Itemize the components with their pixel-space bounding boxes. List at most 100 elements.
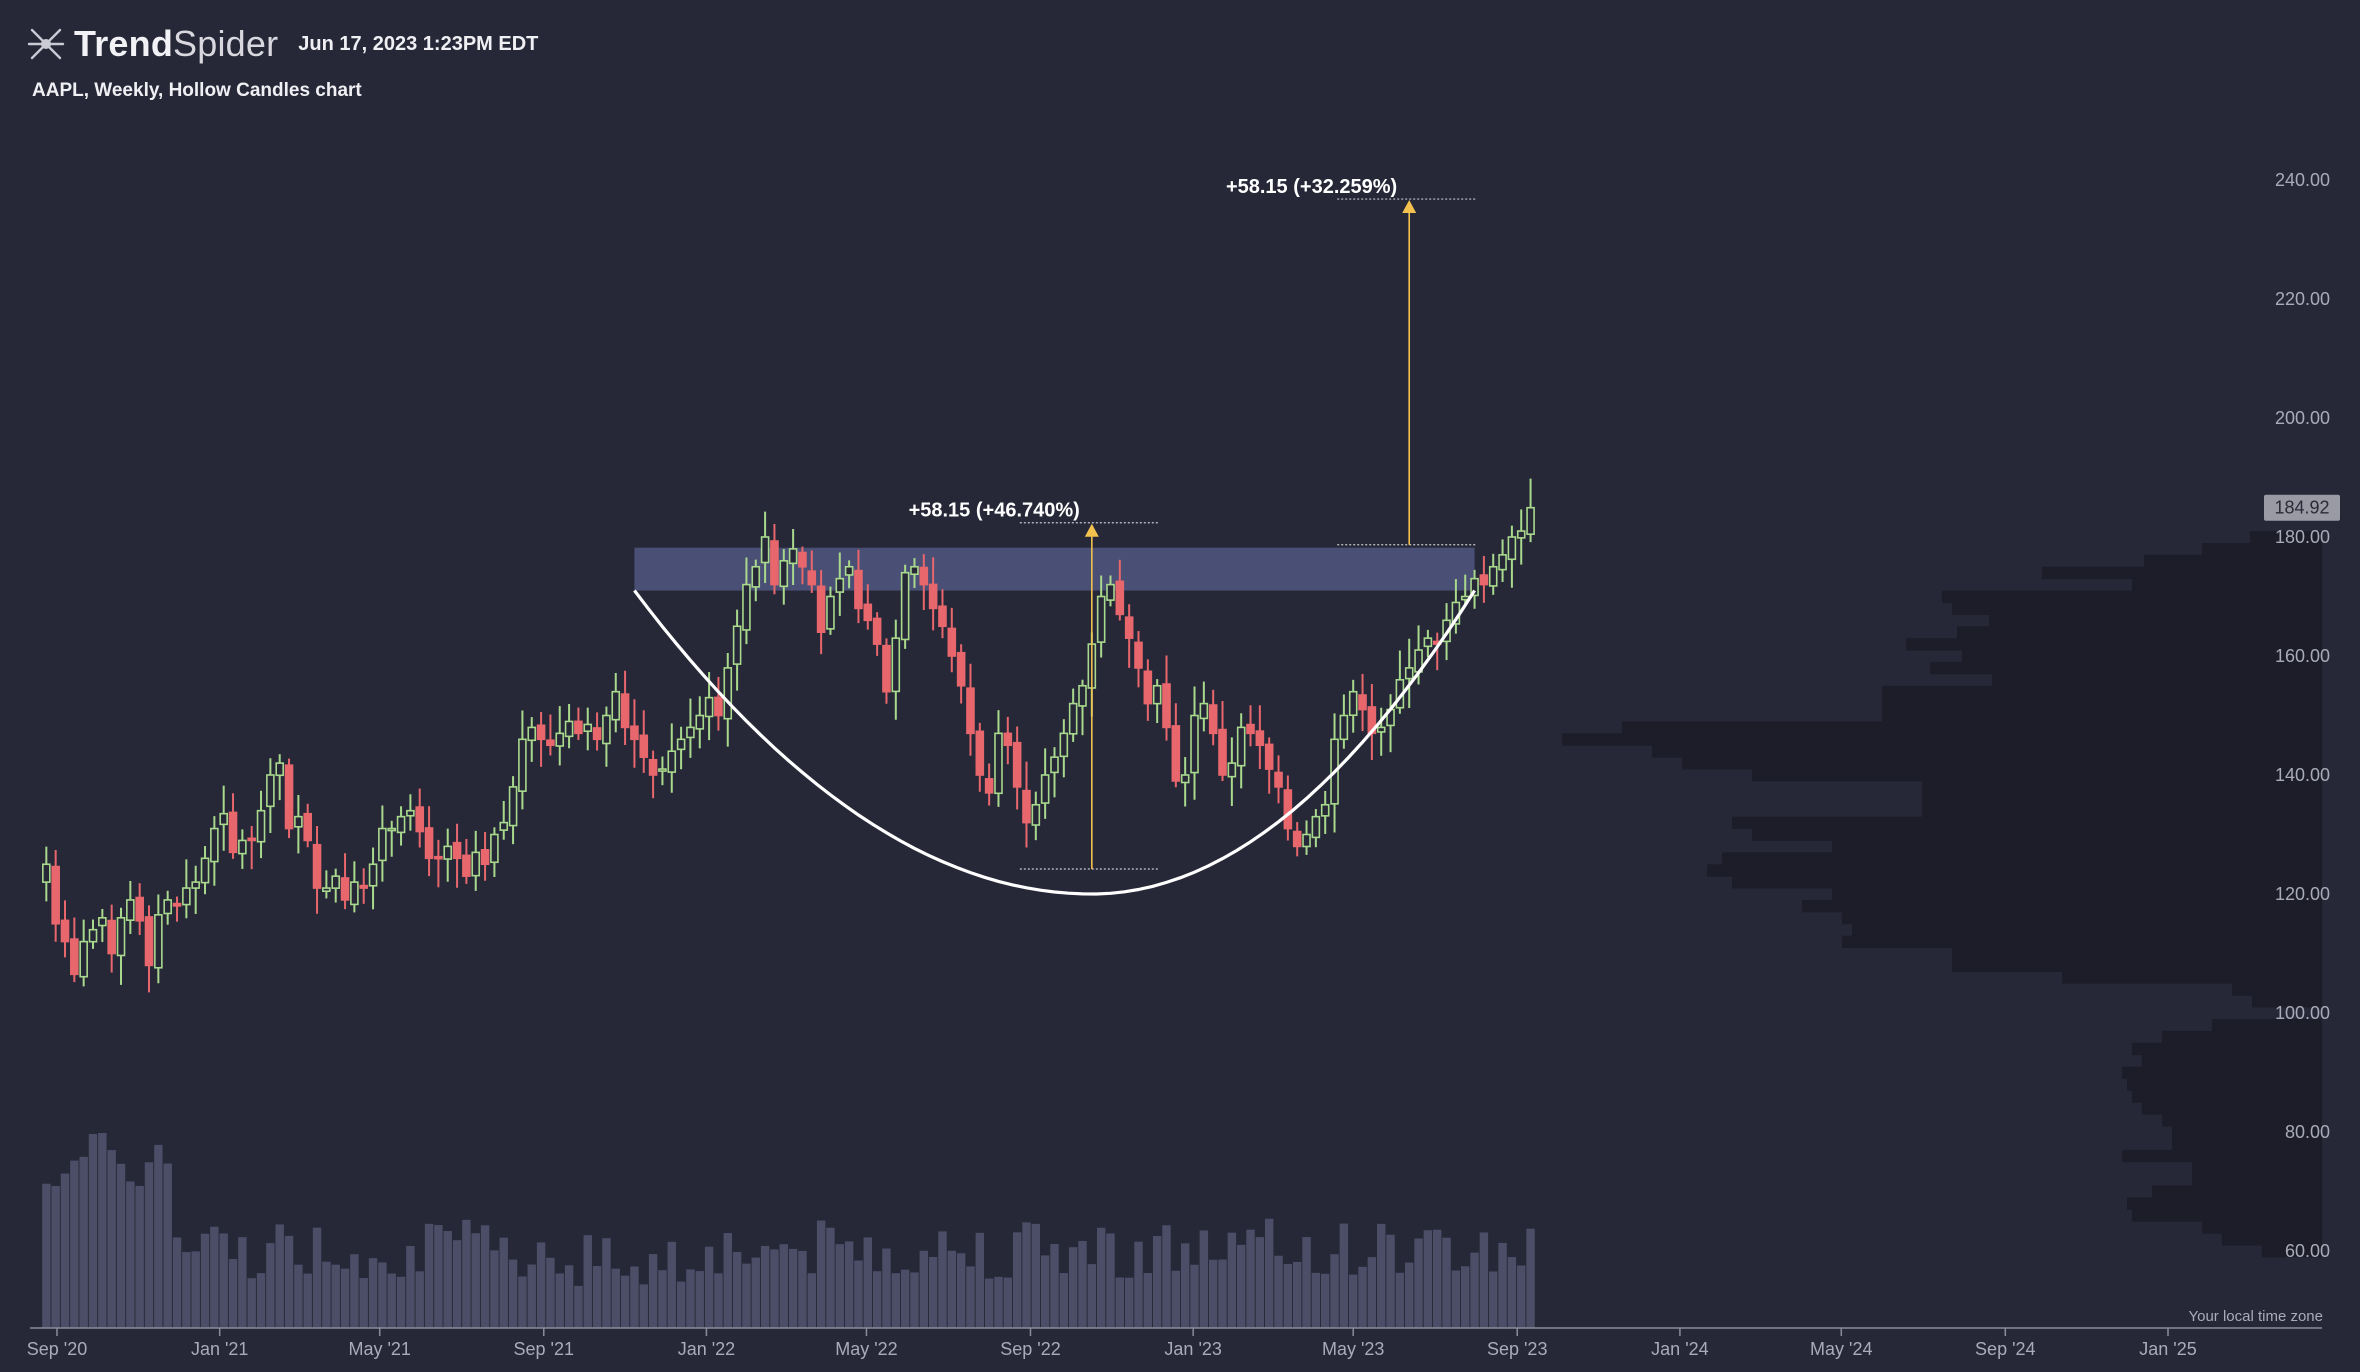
candle-body (956, 651, 966, 687)
y-tick-label: 240.00 (2275, 170, 2330, 190)
candle-body (163, 899, 172, 915)
candle (714, 676, 723, 731)
candle (294, 794, 303, 854)
x-tick-label: Jan '23 (1164, 1339, 1221, 1359)
candle (1236, 713, 1246, 789)
candle (219, 785, 228, 851)
volume-bar (508, 1259, 518, 1328)
volume-profile-bar (2192, 1161, 2322, 1175)
volume-profile-bar (1882, 709, 2322, 722)
volume-profile-bar (2042, 566, 2322, 580)
volume-profile-bar (1952, 947, 2322, 960)
x-tick-label: Sep '20 (27, 1339, 88, 1359)
candle-body (1264, 743, 1274, 770)
candle (1339, 694, 1349, 749)
candle (639, 710, 649, 773)
volume-bar (938, 1231, 947, 1328)
candle-body (350, 881, 359, 906)
volume-bar (480, 1225, 490, 1328)
candle (1479, 555, 1489, 603)
candle (415, 788, 425, 848)
candle-body (303, 812, 313, 842)
candle-body (415, 806, 425, 833)
candle-body (490, 833, 499, 864)
volume-bar (1526, 1228, 1535, 1328)
candle (966, 663, 975, 756)
candle-body (471, 851, 481, 877)
candle (536, 712, 546, 767)
candle-body (1311, 815, 1321, 839)
candle-body (275, 762, 285, 777)
candle-body (546, 739, 555, 747)
volume-bar (564, 1265, 574, 1328)
brand-name[interactable]: TrendSpider (74, 23, 278, 65)
volume-bar (695, 1271, 704, 1328)
candle-body (107, 919, 116, 955)
candle (695, 696, 705, 749)
candle-body (611, 690, 621, 721)
candle-body (1068, 702, 1078, 735)
volume-bar (1040, 1255, 1050, 1328)
measurement-label: +58.15 (+46.740%) (909, 500, 1080, 522)
candle-body (667, 750, 677, 773)
volume-bar (1292, 1261, 1302, 1328)
candle (182, 859, 191, 919)
candle (98, 908, 107, 943)
volume-profile-bar (2262, 1245, 2322, 1258)
candle-body (835, 577, 845, 593)
candle (574, 707, 583, 740)
candle (835, 552, 845, 616)
candle (947, 607, 957, 673)
volume-profile-bar (1682, 757, 2322, 770)
volume-bar (322, 1261, 331, 1328)
volume-bar (947, 1250, 957, 1328)
volume-bar (471, 1233, 480, 1328)
volume-bar (994, 1276, 1003, 1328)
candle-body (1516, 530, 1526, 539)
candle-body (714, 696, 723, 717)
x-tick-label: Jan '24 (1651, 1339, 1708, 1359)
candle (126, 880, 135, 934)
candle (891, 619, 901, 720)
candle (480, 831, 490, 881)
candle-body (1003, 732, 1013, 747)
candle-body (1106, 583, 1115, 601)
volume-bar (116, 1163, 126, 1328)
candle (340, 853, 350, 910)
candle-body (1115, 580, 1125, 616)
candle-body (555, 732, 565, 747)
x-tick-label: Sep '24 (1975, 1339, 2036, 1359)
x-tick-label: Jan '25 (2139, 1339, 2196, 1359)
candle-body (751, 565, 761, 588)
volume-bars (42, 1133, 1535, 1328)
volume-profile-bar (2162, 1030, 2322, 1044)
cup-curve (633, 589, 1476, 896)
candle (1320, 790, 1330, 834)
volume-bar (686, 1269, 695, 1328)
volume-profile-bar (2172, 1126, 2322, 1139)
x-tick-label: May '23 (1322, 1339, 1384, 1359)
volume-bar (359, 1278, 368, 1328)
candle (1012, 726, 1022, 810)
candle-body (1124, 616, 1134, 639)
resistance-zone-layer (634, 547, 1475, 591)
candle-body (854, 569, 863, 610)
volume-bar (350, 1254, 359, 1328)
volume-bar (70, 1160, 79, 1328)
candle (508, 776, 518, 845)
candle (667, 723, 677, 793)
cup-curve-layer (633, 589, 1476, 896)
volume-profile-bar (1952, 959, 2322, 972)
volume-profile-bar (2212, 1018, 2322, 1032)
candle (368, 847, 378, 910)
trendspider-logo-icon[interactable] (26, 24, 66, 64)
volume-bar (415, 1271, 424, 1328)
volume-bar (378, 1262, 387, 1328)
volume-bar (219, 1233, 228, 1328)
candle (1292, 822, 1302, 857)
volume-profile-bar (2127, 1078, 2322, 1091)
volume-bar (620, 1275, 630, 1328)
candle (630, 699, 639, 768)
volume-profile-bar (2142, 1102, 2322, 1115)
